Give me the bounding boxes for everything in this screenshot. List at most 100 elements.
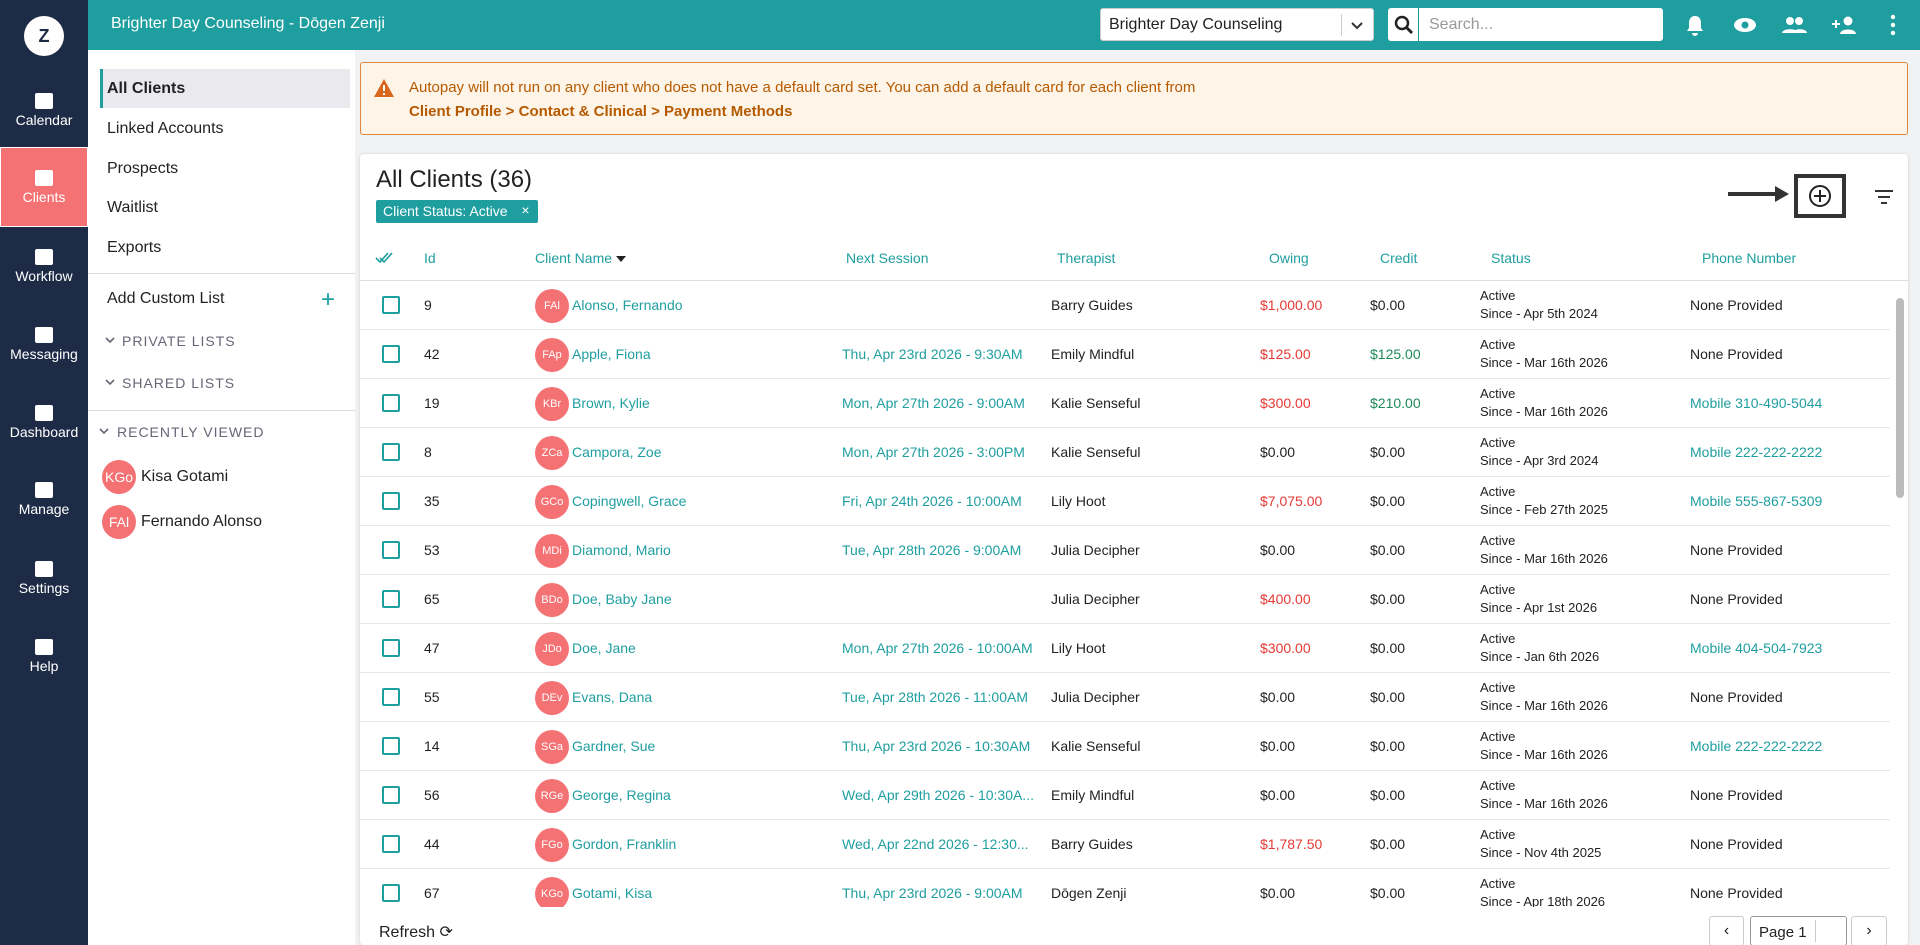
more-icon[interactable] — [1890, 14, 1896, 36]
client-name[interactable]: Campora, Zoe — [572, 444, 662, 460]
phone[interactable]: Mobile 310-490-5044 — [1690, 395, 1823, 411]
table-row[interactable]: 42 FAp Apple, Fiona Thu, Apr 23rd 2026 - 9:… — [360, 330, 1890, 379]
phone[interactable]: Mobile 222-222-2222 — [1690, 444, 1823, 460]
checkbox[interactable] — [382, 443, 400, 461]
next-session[interactable]: Thu, Apr 23rd 2026 - 9:30AM — [842, 346, 1023, 362]
select-all[interactable] — [374, 250, 394, 266]
checkbox[interactable] — [382, 296, 400, 314]
recent-client[interactable]: Fernando Alonso — [141, 513, 262, 530]
org-select[interactable]: Brighter Day Counseling — [1100, 8, 1374, 41]
nav-icon[interactable] — [0, 90, 88, 115]
recent-client[interactable]: Kisa Gotami — [141, 468, 229, 485]
phone[interactable]: None Provided — [1690, 591, 1783, 607]
phone[interactable]: None Provided — [1690, 346, 1783, 362]
column-header[interactable]: Owing — [1269, 250, 1309, 266]
table-row[interactable]: 35 GCo Copingwell, Grace Fri, Apr 24th 2026… — [360, 477, 1890, 526]
nav-icon[interactable] — [0, 324, 88, 349]
nav-icon[interactable] — [0, 167, 88, 192]
refresh[interactable]: Refresh ⟳ — [379, 924, 453, 941]
client-name[interactable]: Doe, Jane — [572, 640, 636, 656]
add-user-icon[interactable] — [1832, 16, 1856, 35]
list-item[interactable]: All Clients — [107, 80, 186, 97]
next-session[interactable]: Wed, Apr 29th 2026 - 10:30A... — [842, 787, 1034, 803]
scroll-thumb[interactable] — [1896, 298, 1904, 498]
add-icon[interactable]: + — [321, 286, 336, 313]
search-input[interactable]: Search... — [1419, 8, 1663, 41]
table-row[interactable]: 47 JDo Doe, Jane Mon, Apr 27th 2026 - 10:00… — [360, 624, 1890, 673]
next-session[interactable]: Fri, Apr 24th 2026 - 10:00AM — [842, 493, 1022, 509]
client-name[interactable]: Gordon, Franklin — [572, 836, 677, 852]
checkbox[interactable] — [382, 394, 400, 412]
checkbox[interactable] — [382, 835, 400, 853]
next-session[interactable]: Tue, Apr 28th 2026 - 9:00AM — [842, 542, 1022, 558]
table-row[interactable]: 53 MDi Diamond, Mario Tue, Apr 28th 2026 - … — [360, 526, 1890, 575]
table-row[interactable]: 8 ZCa Campora, Zoe Mon, Apr 27th 2026 - 3:0… — [360, 428, 1890, 477]
nav-icon[interactable] — [0, 558, 88, 583]
checkbox[interactable] — [382, 541, 400, 559]
client-name[interactable]: Apple, Fiona — [572, 346, 651, 362]
table-row[interactable]: 9 FAl Alonso, Fernando Barry Guides $1,000.0… — [360, 281, 1890, 330]
column-header[interactable]: Id — [424, 250, 436, 266]
table-row[interactable]: 65 BDo Doe, Baby Jane Julia Decipher $400.00… — [360, 575, 1890, 624]
page-select[interactable]: Page 1 — [1750, 916, 1847, 945]
client-name[interactable]: Gardner, Sue — [572, 738, 656, 754]
list-item[interactable]: Prospects — [107, 160, 179, 177]
checkbox[interactable] — [382, 492, 400, 510]
client-name[interactable]: Copingwell, Grace — [572, 493, 687, 509]
next-session[interactable]: Wed, Apr 22nd 2026 - 12:30... — [842, 836, 1029, 852]
group-icon[interactable] — [1782, 17, 1807, 33]
phone[interactable]: None Provided — [1690, 297, 1783, 313]
phone[interactable]: None Provided — [1690, 836, 1783, 852]
next-session[interactable]: Mon, Apr 27th 2026 - 10:00AM — [842, 640, 1033, 656]
search-button[interactable] — [1388, 8, 1418, 41]
next-session[interactable]: Thu, Apr 23rd 2026 - 10:30AM — [842, 738, 1031, 754]
checkbox[interactable] — [382, 639, 400, 657]
nav-label[interactable]: Messaging — [10, 346, 78, 362]
list-item[interactable]: Linked Accounts — [107, 120, 224, 137]
client-name[interactable]: Gotami, Kisa — [572, 885, 653, 901]
client-name[interactable]: Diamond, Mario — [572, 542, 671, 558]
private-lists[interactable]: PRIVATE LISTS — [122, 333, 236, 349]
banner-link[interactable]: Client Profile > Contact & Clinical > Pa… — [409, 103, 793, 120]
client-name[interactable]: George, Regina — [572, 787, 671, 803]
next-session[interactable]: Mon, Apr 27th 2026 - 3:00PM — [842, 444, 1025, 460]
checkbox[interactable] — [382, 737, 400, 755]
nav-icon[interactable] — [0, 636, 88, 661]
client-name[interactable]: Alonso, Fernando — [572, 297, 683, 313]
chip-close[interactable]: × — [521, 202, 530, 218]
phone[interactable]: Mobile 222-222-2222 — [1690, 738, 1823, 754]
nav-label[interactable]: Dashboard — [9, 424, 79, 440]
list-item[interactable]: Waitlist — [107, 199, 158, 216]
table-row[interactable]: 56 RGe George, Regina Wed, Apr 29th 2026 - … — [360, 771, 1890, 820]
nav-label[interactable]: Calendar — [15, 112, 73, 128]
filter-icon[interactable] — [1873, 188, 1895, 206]
table-row[interactable]: 19 KBr Brown, Kylie Mon, Apr 27th 2026 - 9:… — [360, 379, 1890, 428]
next-session[interactable]: Tue, Apr 28th 2026 - 11:00AM — [842, 689, 1029, 705]
column-header[interactable]: Status — [1491, 250, 1531, 266]
next-session[interactable]: Thu, Apr 23rd 2026 - 9:00AM — [842, 885, 1023, 901]
checkbox[interactable] — [382, 884, 400, 902]
sort-icon[interactable] — [615, 254, 627, 264]
checkbox[interactable] — [382, 688, 400, 706]
nav-icon[interactable] — [0, 402, 88, 427]
column-header[interactable]: Credit — [1380, 250, 1418, 266]
table-row[interactable]: 44 FGo Gordon, Franklin Wed, Apr 22nd 2026 … — [360, 820, 1890, 869]
logo[interactable]: Z — [24, 16, 64, 56]
shared-lists[interactable]: SHARED LISTS — [122, 375, 236, 391]
column-header[interactable]: Phone Number — [1702, 250, 1797, 266]
filter-chip[interactable]: Client Status: Active × — [376, 200, 538, 223]
next-page[interactable]: › — [1851, 916, 1887, 945]
nav-label[interactable]: Help — [29, 658, 59, 674]
prev-page[interactable]: ‹ — [1709, 916, 1744, 945]
next-session[interactable]: Mon, Apr 27th 2026 - 9:00AM — [842, 395, 1025, 411]
phone[interactable]: Mobile 555-867-5309 — [1690, 493, 1823, 509]
nav-label[interactable]: Manage — [18, 501, 70, 517]
nav-label[interactable]: Workflow — [15, 268, 73, 284]
add-custom-list[interactable]: Add Custom List — [107, 290, 225, 307]
nav-icon[interactable] — [0, 479, 88, 504]
client-name[interactable]: Doe, Baby Jane — [572, 591, 672, 607]
table-row[interactable]: 67 KGo Gotami, Kisa Thu, Apr 23rd 2026 - 9:… — [360, 869, 1890, 907]
table-row[interactable]: 55 DEv Evans, Dana Tue, Apr 28th 2026 - 11:… — [360, 673, 1890, 722]
bell-icon[interactable] — [1687, 16, 1703, 36]
scrollbar[interactable] — [1895, 284, 1905, 904]
